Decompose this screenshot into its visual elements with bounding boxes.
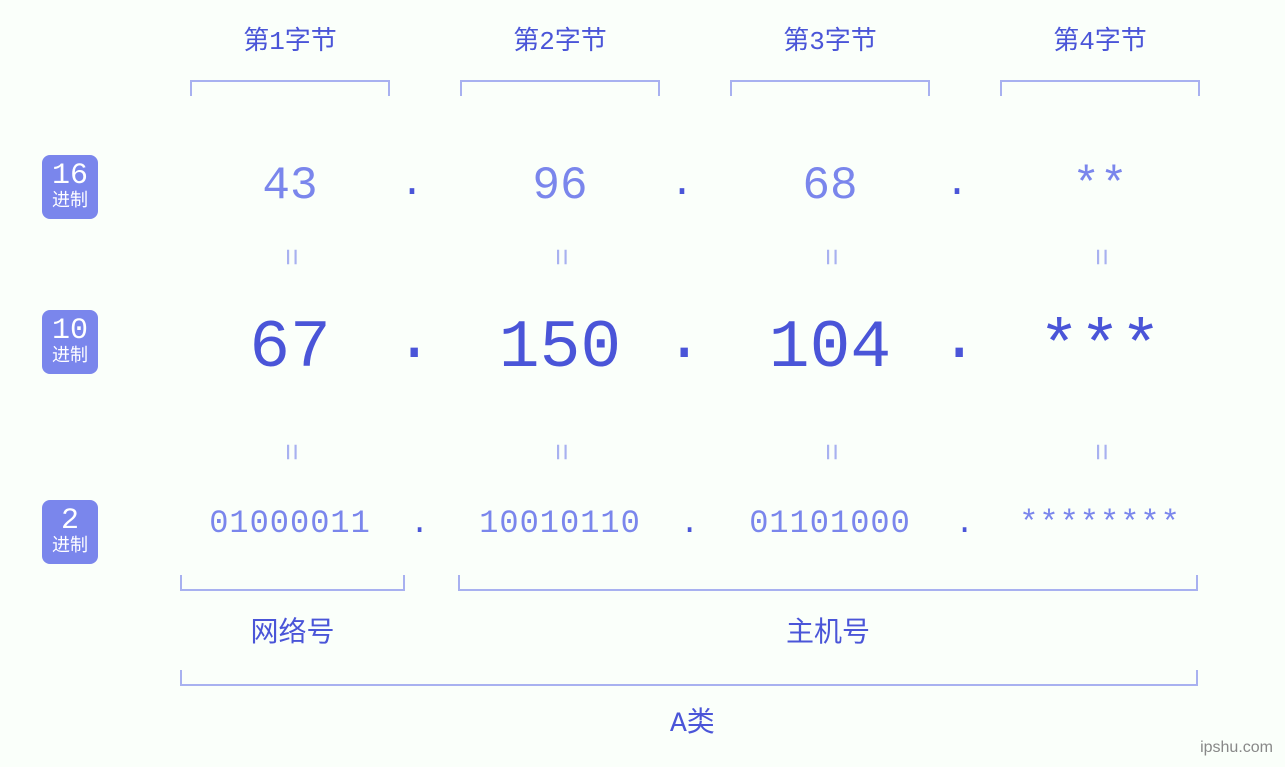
bin-byte4: ******** (975, 505, 1225, 542)
eq-dec-bin-4: = (1082, 443, 1116, 461)
dec-byte4: *** (985, 310, 1215, 387)
byte1-header: 第1字节 (175, 20, 405, 57)
byte3-top-bracket (730, 80, 930, 96)
bin-byte2: 10010110 (435, 505, 685, 542)
host-bracket (458, 575, 1198, 591)
byte3-header: 第3字节 (715, 20, 945, 57)
eq-hex-dec-1: = (272, 248, 306, 266)
eq-hex-dec-4: = (1082, 248, 1116, 266)
bin-dot1: . (410, 505, 429, 542)
eq-hex-dec-2: = (542, 248, 576, 266)
bin-byte1: 01000011 (165, 505, 415, 542)
dec-badge-label: 进制 (52, 348, 88, 368)
byte1-top-bracket (190, 80, 390, 96)
byte4-header: 第4字节 (985, 20, 1215, 57)
dec-byte2: 150 (445, 310, 675, 387)
byte2-top-bracket (460, 80, 660, 96)
hex-badge-label: 进制 (52, 193, 88, 213)
dec-byte1: 67 (175, 310, 405, 387)
bin-badge-num: 2 (52, 506, 88, 536)
dec-dot2: . (665, 305, 703, 377)
dec-badge: 10 进制 (42, 310, 98, 374)
hex-dot3: . (945, 162, 969, 207)
network-bracket (180, 575, 405, 591)
network-label: 网络号 (180, 610, 405, 650)
hex-byte4: ** (985, 160, 1215, 212)
bin-badge: 2 进制 (42, 500, 98, 564)
bin-badge-label: 进制 (52, 538, 88, 558)
hex-badge: 16 进制 (42, 155, 98, 219)
eq-dec-bin-3: = (812, 443, 846, 461)
dec-dot1: . (395, 305, 433, 377)
dec-dot3: . (940, 305, 978, 377)
dec-badge-num: 10 (52, 316, 88, 346)
hex-dot2: . (670, 162, 694, 207)
bin-dot3: . (955, 505, 974, 542)
hex-byte3: 68 (715, 160, 945, 212)
class-bracket (180, 670, 1198, 686)
bin-dot2: . (680, 505, 699, 542)
dec-byte3: 104 (715, 310, 945, 387)
bin-byte3: 01101000 (705, 505, 955, 542)
eq-dec-bin-1: = (272, 443, 306, 461)
eq-dec-bin-2: = (542, 443, 576, 461)
hex-byte2: 96 (445, 160, 675, 212)
eq-hex-dec-3: = (812, 248, 846, 266)
watermark: ipshu.com (1200, 739, 1273, 757)
byte4-top-bracket (1000, 80, 1200, 96)
hex-dot1: . (400, 162, 424, 207)
hex-byte1: 43 (175, 160, 405, 212)
class-label: A类 (670, 700, 715, 740)
hex-badge-num: 16 (52, 161, 88, 191)
host-label: 主机号 (458, 610, 1198, 650)
byte2-header: 第2字节 (445, 20, 675, 57)
